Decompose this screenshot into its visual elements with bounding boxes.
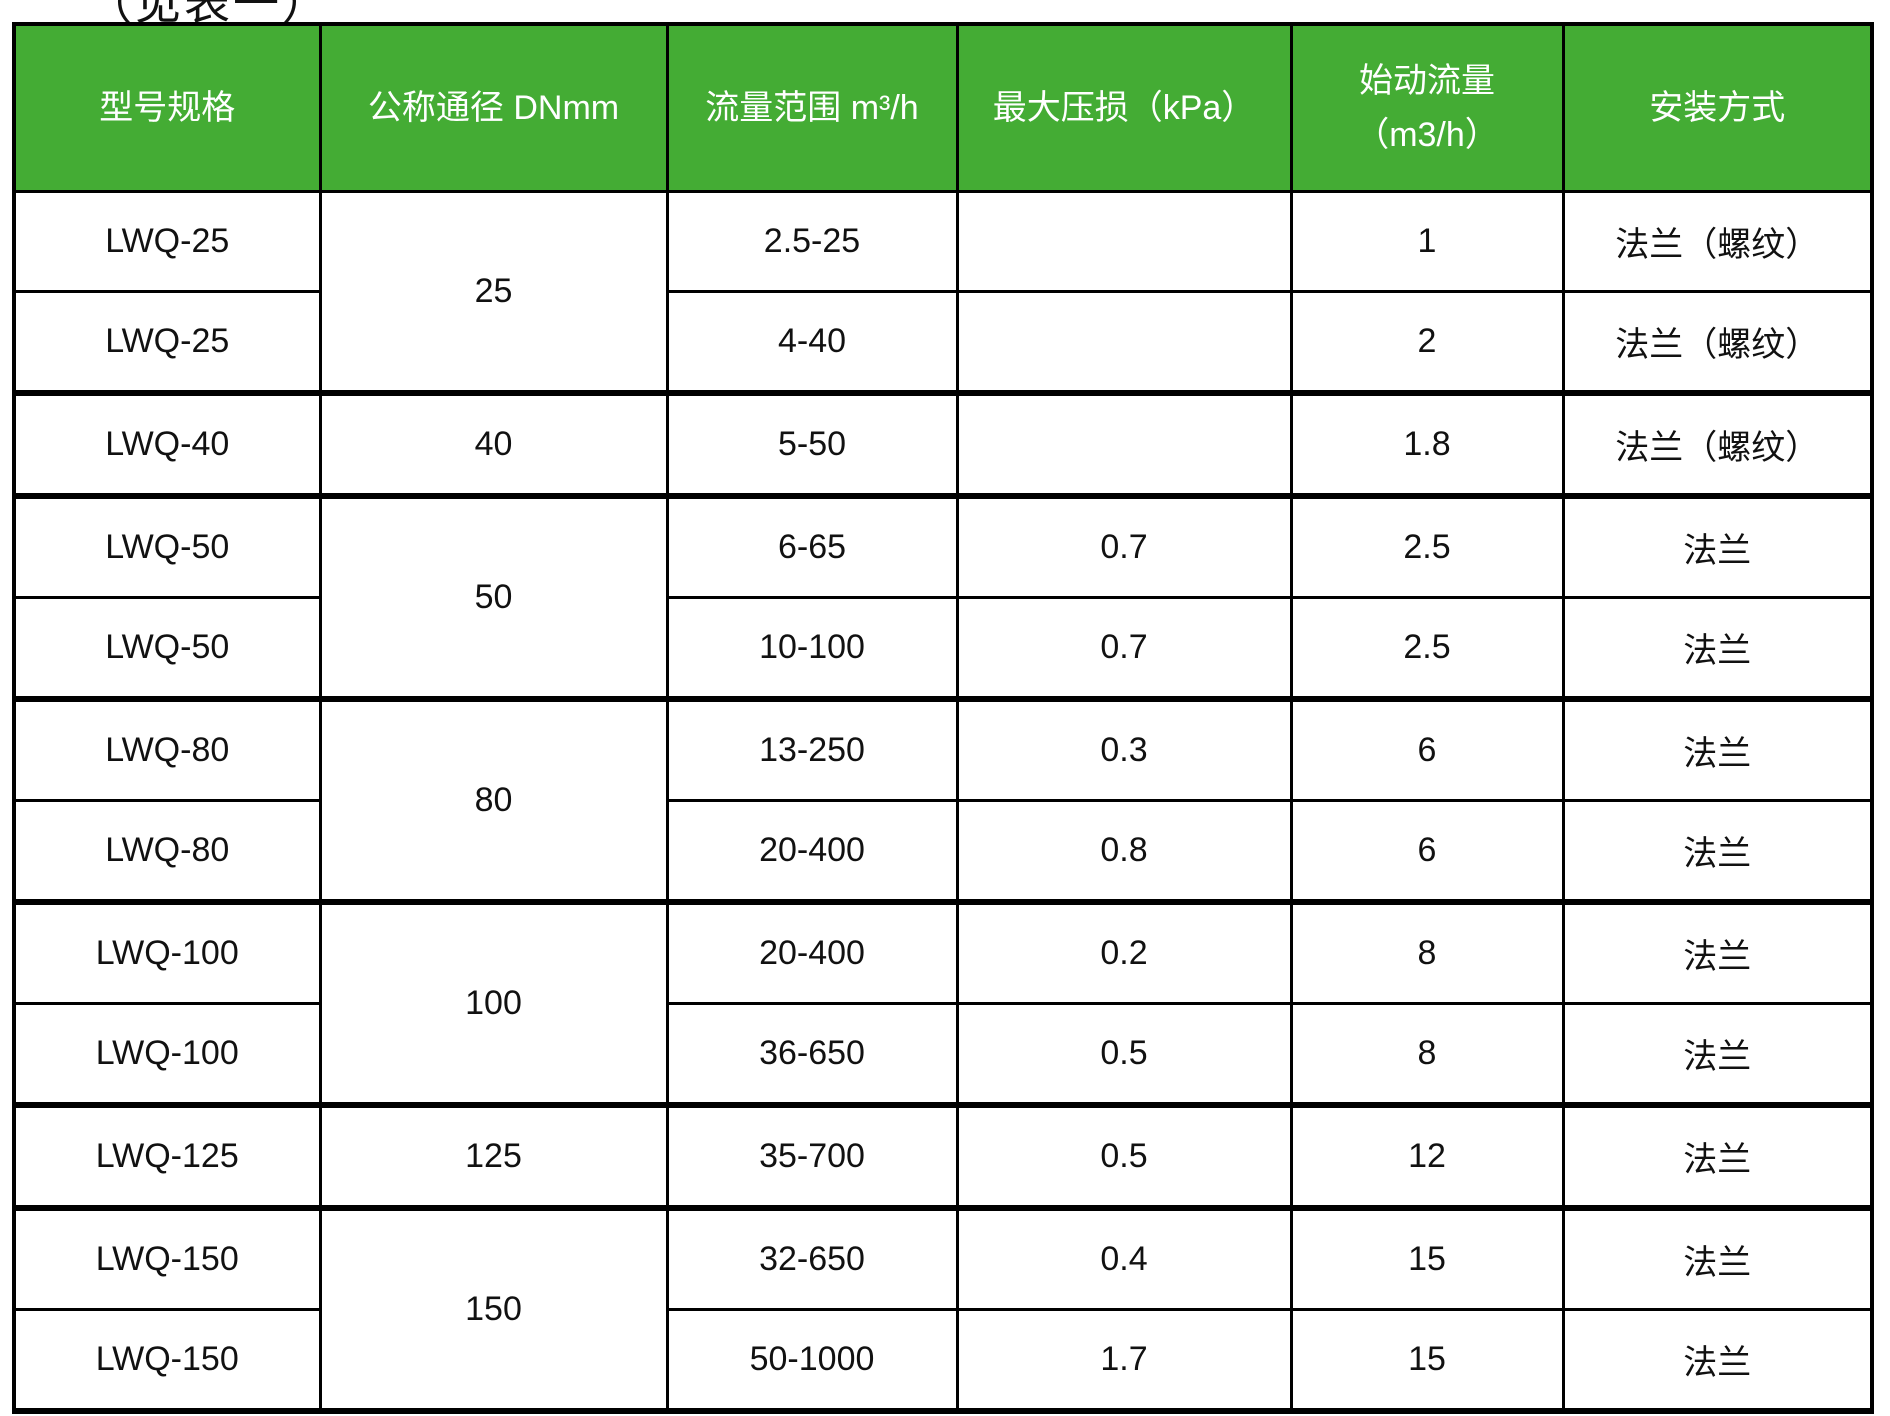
cell-model: LWQ-80 [12, 696, 322, 802]
cell-model: LWQ-100 [12, 1002, 322, 1107]
cell-pressure-loss [955, 290, 1293, 395]
cell-install: 法兰 [1561, 596, 1874, 701]
cell-pressure-loss: 0.3 [955, 696, 1293, 802]
cell-model: LWQ-150 [12, 1308, 322, 1413]
table-row: LWQ-40 40 5-50 1.8 法兰（螺纹） [12, 390, 1874, 498]
cell-pressure-loss: 0.4 [955, 1205, 1293, 1311]
cell-model: LWQ-40 [12, 390, 322, 498]
cell-pressure-loss: 0.5 [955, 1002, 1293, 1107]
cell-start-flow: 6 [1289, 696, 1565, 802]
cell-pressure-loss: 0.8 [955, 799, 1293, 904]
cell-model: LWQ-25 [12, 290, 322, 395]
cell-pressure-loss [955, 390, 1293, 498]
cell-start-flow: 8 [1289, 899, 1565, 1005]
cell-model: LWQ-100 [12, 899, 322, 1005]
cell-install: 法兰（螺纹） [1561, 390, 1874, 498]
cell-flow-range: 20-400 [665, 899, 959, 1005]
spec-table: 型号规格 公称通径 DNmm 流量范围 m³/h 最大压损（kPa） 始动流量 … [12, 22, 1874, 1414]
cell-pressure-loss: 0.7 [955, 493, 1293, 599]
cell-flow-range: 13-250 [665, 696, 959, 802]
cell-dn: 80 [318, 696, 669, 904]
cell-install: 法兰 [1561, 799, 1874, 904]
cell-install: 法兰（螺纹） [1561, 190, 1874, 293]
cell-install: 法兰 [1561, 493, 1874, 599]
column-header-start-flow: 始动流量 （m3/h） [1289, 22, 1565, 193]
cell-start-flow: 1 [1289, 190, 1565, 293]
start-flow-label-line1: 始动流量 [1359, 61, 1495, 100]
header-row: 型号规格 公称通径 DNmm 流量范围 m³/h 最大压损（kPa） 始动流量 … [12, 22, 1874, 193]
cell-model: LWQ-25 [12, 190, 322, 293]
cell-install: 法兰 [1561, 1205, 1874, 1311]
cell-start-flow: 6 [1289, 799, 1565, 904]
column-header-dn: 公称通径 DNmm [318, 22, 669, 193]
cell-install: 法兰 [1561, 899, 1874, 1005]
cell-install: 法兰 [1561, 1308, 1874, 1413]
table-row: LWQ-25 25 2.5-25 1 法兰（螺纹） [12, 190, 1874, 395]
cell-flow-range: 35-700 [665, 1102, 959, 1210]
table-row: LWQ-80 80 13-250 0.3 6 法兰 [12, 696, 1874, 904]
column-header-model: 型号规格 [12, 22, 322, 193]
cell-dn: 150 [318, 1205, 669, 1413]
cell-dn: 50 [318, 493, 669, 701]
column-header-flow-range: 流量范围 m³/h [665, 22, 959, 193]
table-row: LWQ-100 100 20-400 0.2 8 法兰 [12, 899, 1874, 1107]
cell-model: LWQ-150 [12, 1205, 322, 1311]
cell-pressure-loss [955, 190, 1293, 293]
cell-flow-range: 4-40 [665, 290, 959, 395]
cell-install: 法兰 [1561, 1002, 1874, 1107]
column-header-install: 安装方式 [1561, 22, 1874, 193]
cell-flow-range: 36-650 [665, 1002, 959, 1107]
table-row: LWQ-50 10-100 0.7 2.5 法兰 [12, 596, 1874, 701]
cell-start-flow: 2.5 [1289, 493, 1565, 599]
cell-model: LWQ-50 [12, 596, 322, 701]
table-row: LWQ-100 36-650 0.5 8 法兰 [12, 1002, 1874, 1107]
cell-flow-range: 10-100 [665, 596, 959, 701]
cell-model: LWQ-125 [12, 1102, 322, 1210]
cell-start-flow: 15 [1289, 1205, 1565, 1311]
cell-install: 法兰 [1561, 1102, 1874, 1210]
cell-flow-range: 32-650 [665, 1205, 959, 1311]
table-row: LWQ-125 125 35-700 0.5 12 法兰 [12, 1102, 1874, 1210]
cell-dn: 25 [318, 190, 669, 395]
cell-dn: 40 [318, 390, 669, 498]
cell-flow-range: 6-65 [665, 493, 959, 599]
cell-install: 法兰 [1561, 696, 1874, 802]
cell-pressure-loss: 1.7 [955, 1308, 1293, 1413]
cell-flow-range: 5-50 [665, 390, 959, 498]
cell-flow-range: 50-1000 [665, 1308, 959, 1413]
cell-model: LWQ-50 [12, 493, 322, 599]
column-header-pressure-loss: 最大压损（kPa） [955, 22, 1293, 193]
cell-pressure-loss: 0.5 [955, 1102, 1293, 1210]
cell-model: LWQ-80 [12, 799, 322, 904]
cell-pressure-loss: 0.2 [955, 899, 1293, 1005]
cell-start-flow: 8 [1289, 1002, 1565, 1107]
table-row: LWQ-25 4-40 2 法兰（螺纹） [12, 290, 1874, 395]
start-flow-label-line2: （m3/h） [1355, 116, 1499, 154]
cell-start-flow: 2.5 [1289, 596, 1565, 701]
table-row: LWQ-50 50 6-65 0.7 2.5 法兰 [12, 493, 1874, 701]
cell-dn: 125 [318, 1102, 669, 1210]
table-row: LWQ-150 50-1000 1.7 15 法兰 [12, 1308, 1874, 1413]
cell-install: 法兰（螺纹） [1561, 290, 1874, 395]
cell-pressure-loss: 0.7 [955, 596, 1293, 701]
table-row: LWQ-150 150 32-650 0.4 15 法兰 [12, 1205, 1874, 1413]
cell-start-flow: 1.8 [1289, 390, 1565, 498]
cell-start-flow: 12 [1289, 1102, 1565, 1210]
cell-flow-range: 20-400 [665, 799, 959, 904]
table-row: LWQ-80 20-400 0.8 6 法兰 [12, 799, 1874, 904]
cell-start-flow: 15 [1289, 1308, 1565, 1413]
cell-dn: 100 [318, 899, 669, 1107]
cell-start-flow: 2 [1289, 290, 1565, 395]
cell-flow-range: 2.5-25 [665, 190, 959, 293]
